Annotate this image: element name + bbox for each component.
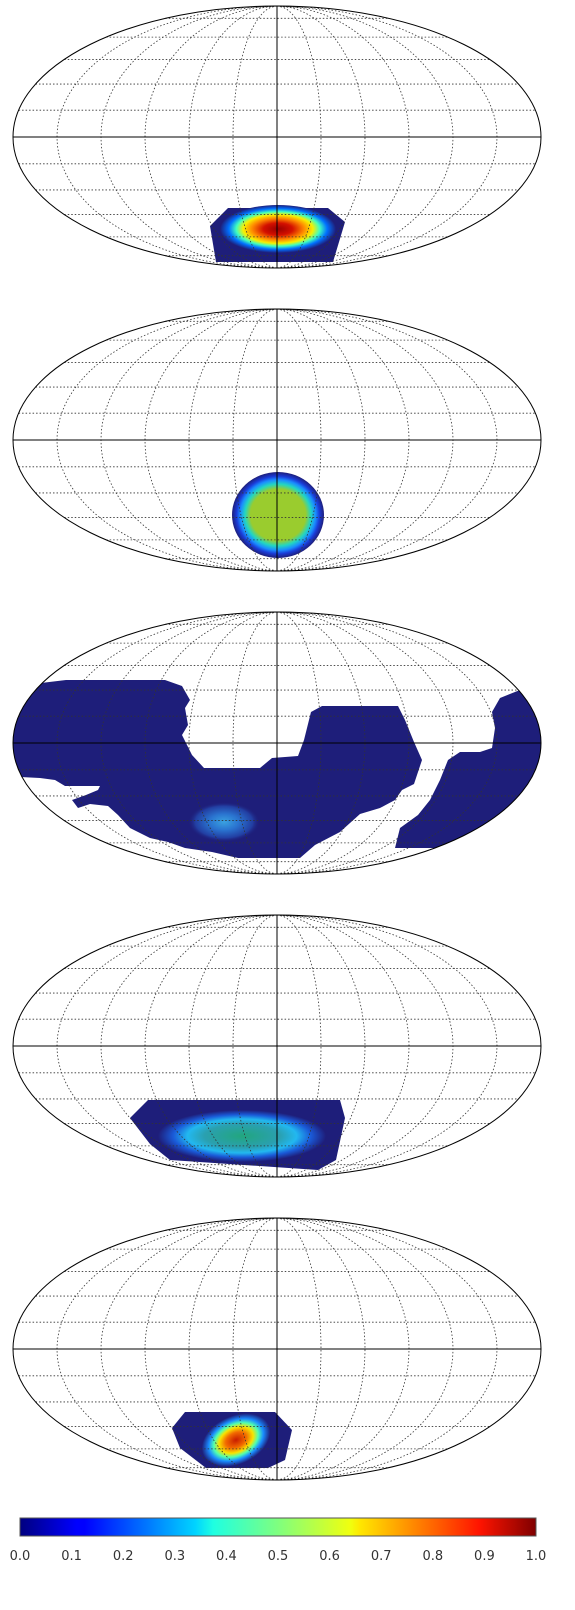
meridian-line — [276, 1217, 366, 1481]
colorbar-tick-label: 0.9 — [474, 1549, 495, 1564]
map-outline — [12, 1217, 542, 1481]
colorbar-tick-label: 0.3 — [164, 1549, 185, 1564]
map-outline — [12, 5, 542, 269]
colorbar-tick-label: 0.6 — [319, 1549, 340, 1564]
panel-5 — [12, 1217, 542, 1481]
meridian-line — [188, 5, 278, 269]
meridian-line — [276, 611, 366, 875]
panel-4-graticule — [12, 914, 542, 1178]
panel-1-graticule — [12, 5, 542, 269]
colorbar-tick-label: 0.2 — [113, 1549, 134, 1564]
meridian-line — [188, 914, 278, 1178]
colorbar-tick-label: 0.5 — [268, 1549, 289, 1564]
panel-5-heatmap — [172, 1412, 292, 1468]
meridian-line — [188, 308, 278, 572]
meridian-line — [276, 914, 366, 1178]
colorbar-tick-label: 0.7 — [371, 1549, 392, 1564]
map-outline — [12, 611, 542, 875]
colorbar: 0.0 0.1 0.2 0.3 0.4 0.5 0.6 0.7 0.8 0.9 1.0 — [10, 1517, 547, 1564]
meridian-line — [276, 5, 366, 269]
colorbar-ticks: 0.0 0.1 0.2 0.3 0.4 0.5 0.6 0.7 0.8 0.9 1.0 — [10, 1549, 547, 1564]
colorbar-tick-label: 0.8 — [422, 1549, 443, 1564]
panel-3-graticule — [12, 611, 542, 875]
panel-3-heatmap — [13, 680, 541, 858]
map-outline — [12, 914, 542, 1178]
panel-1 — [12, 5, 542, 269]
panel-2-heatmap — [232, 472, 324, 558]
panel-4 — [12, 914, 542, 1178]
panel-2-graticule — [12, 308, 542, 572]
colorbar-tick-label: 0.1 — [61, 1549, 82, 1564]
colorbar-tick-label: 0.0 — [10, 1549, 31, 1564]
map-outline — [12, 308, 542, 572]
panel-5-graticule — [12, 1217, 542, 1481]
panel-3 — [12, 611, 542, 875]
colorbar-tick-label: 0.4 — [216, 1549, 237, 1564]
meridian-line — [276, 308, 366, 572]
meridian-line — [188, 1217, 278, 1481]
panel-2 — [12, 308, 542, 572]
colorbar-tick-label: 1.0 — [526, 1549, 547, 1564]
meridian-line — [188, 611, 278, 875]
panel-4-heatmap — [130, 1100, 345, 1170]
colorbar-gradient — [19, 1517, 537, 1537]
